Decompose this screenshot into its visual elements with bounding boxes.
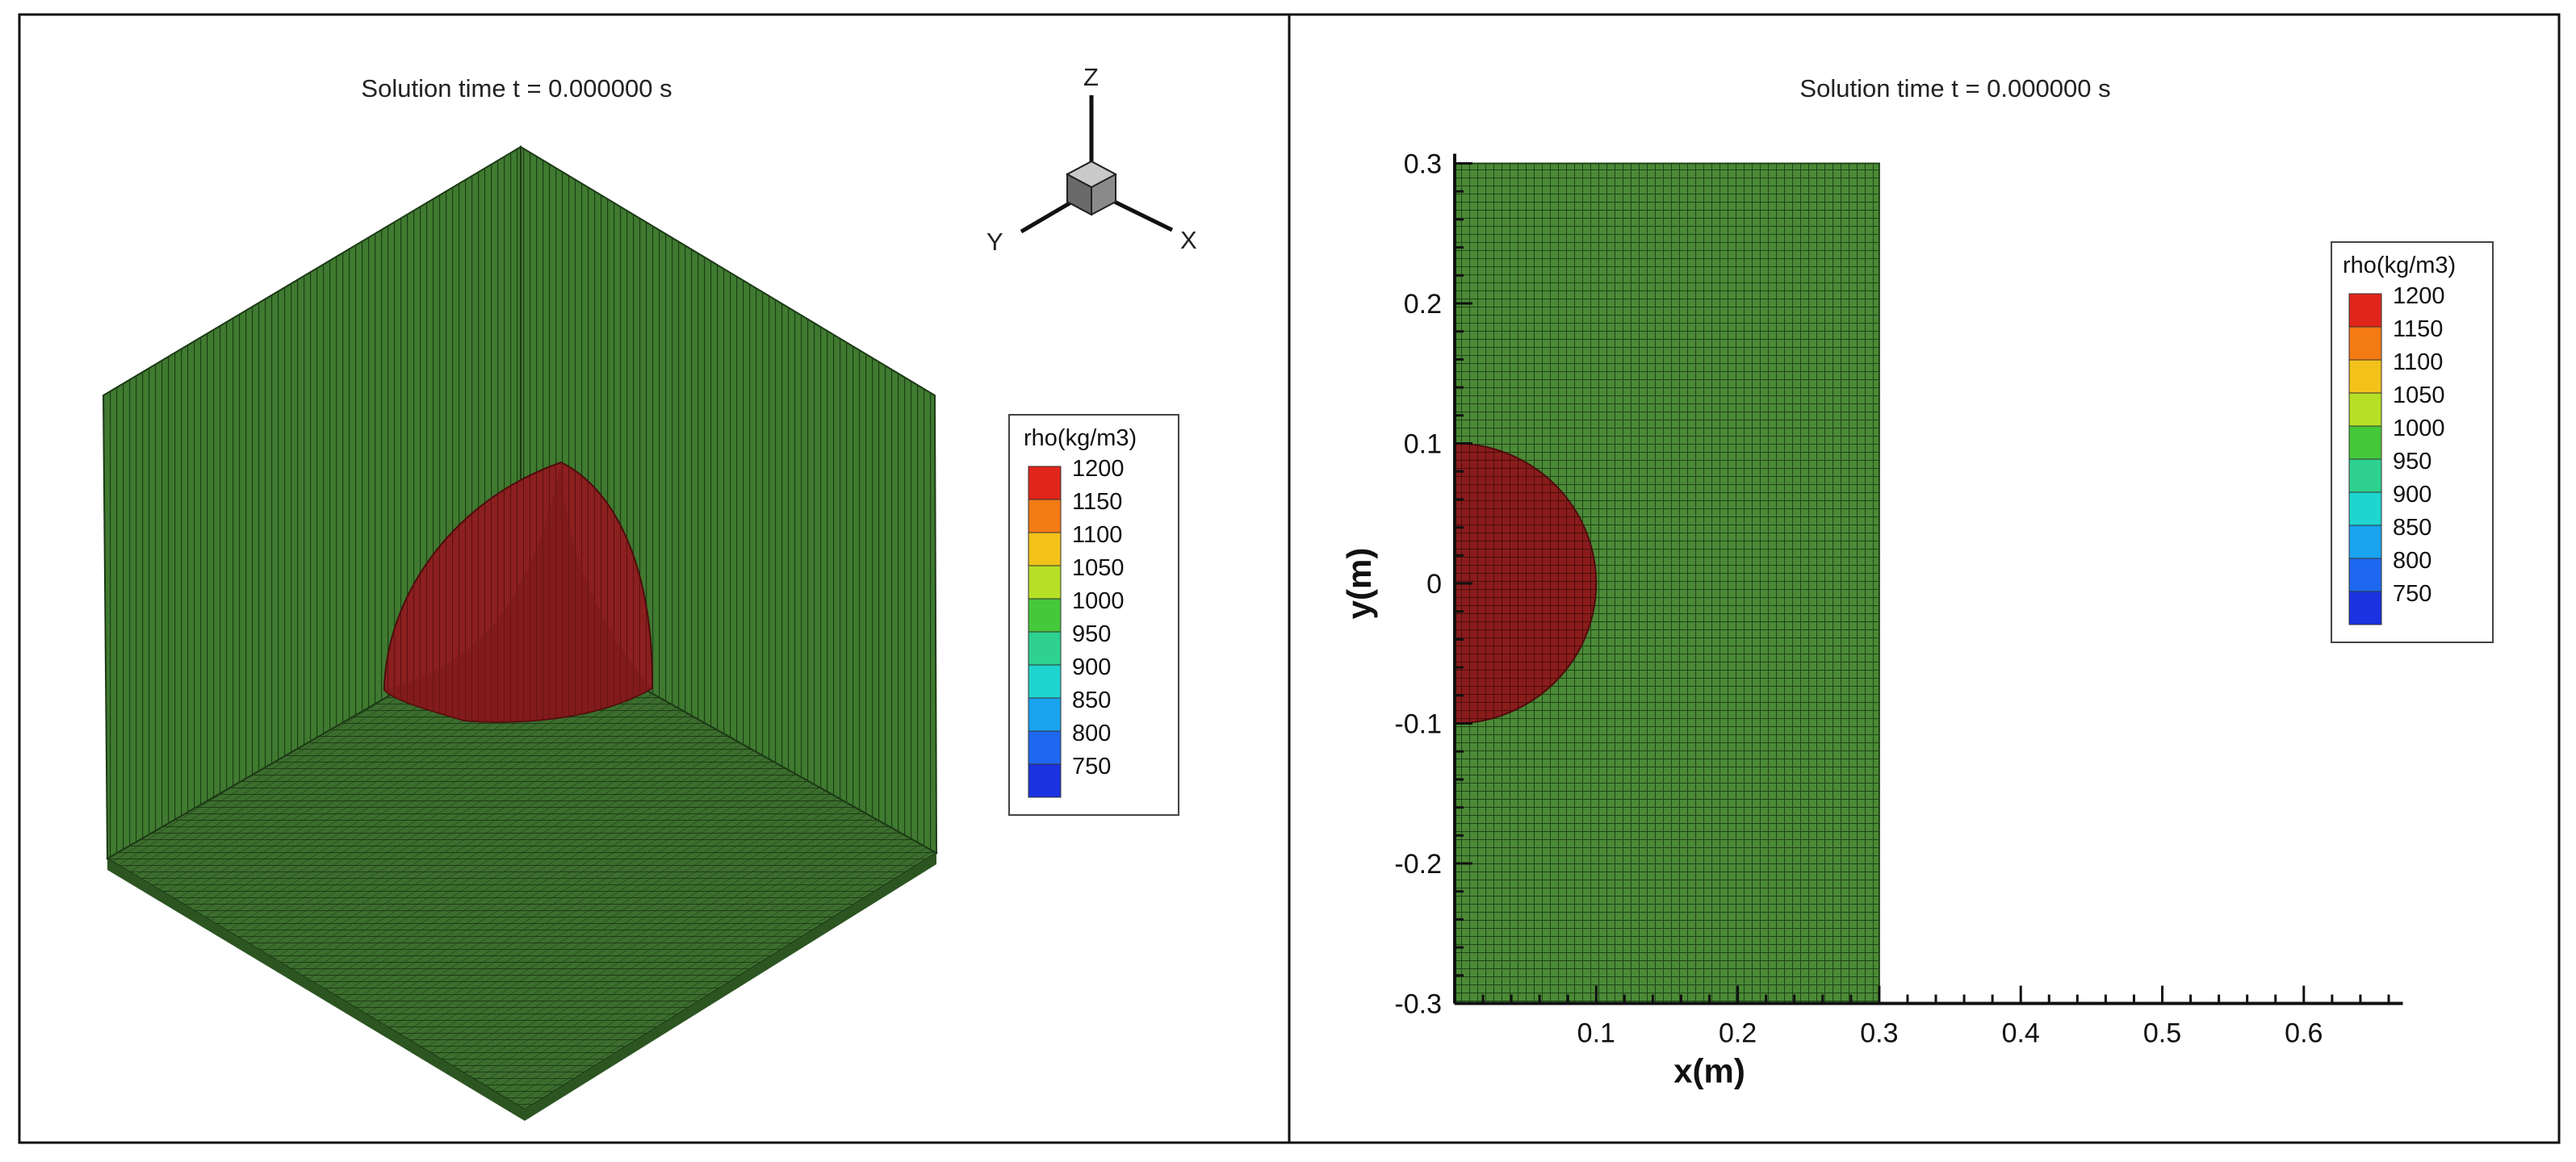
legend-right-swatch-900 [2348,491,2382,526]
legend-left-swatch-900 [1028,664,1062,699]
x-tick-label: 0.3 [1860,1018,1898,1049]
y-tick-label: 0 [1426,569,1442,600]
legend-right-swatch-950 [2348,458,2382,493]
legend-right-swatch-1100 [2348,359,2382,394]
x-tick-label: 0.6 [2285,1018,2323,1049]
y-tick-label: 0.2 [1404,289,1442,320]
legend-left-level-1150: 1150 [1072,489,1122,515]
legend-left-level-750: 750 [1072,754,1111,780]
x-tick-label: 0.5 [2143,1018,2181,1049]
legend-left-swatch-1150 [1028,499,1062,533]
legend-left-swatch-1050 [1028,565,1062,600]
legend-right-level-800: 800 [2393,548,2431,574]
legend-left-swatch-800 [1028,730,1062,765]
legend-right-title: rho(kg/m3) [2343,253,2456,278]
plot-area: 0.1 0.2 0.3 0.4 0.5 0.6 0.3 0.2 0.1 0 -0.1 -0.2 -0.3 [1394,149,2403,1049]
legend-left-swatch-1000 [1028,598,1062,633]
legend-right-level-900: 900 [2393,482,2431,508]
right-panel: Solution time t = 0.000000 s 0.1 0.2 0.3 0.… [1340,74,2494,1090]
y-tick-label: -0.3 [1394,989,1442,1020]
x-tick-label: 0.4 [2002,1018,2040,1049]
triad-x-label: X [1180,226,1197,254]
legend-right-swatch-1150 [2348,326,2382,361]
legend-left-swatch-850 [1028,697,1062,732]
legend-right-swatch-850 [2348,525,2382,559]
legend-left-swatch-750 [1028,763,1062,798]
domain-edge-left [107,859,525,1121]
legend-left-swatch-950 [1028,631,1062,666]
droplet-2d [1454,442,1598,725]
x-tick-label: 0.1 [1577,1018,1615,1049]
right-panel-title: Solution time t = 0.000000 s [1799,74,2110,102]
x-axis-title: x(m) [1673,1052,1745,1090]
legend-left: rho(kg/m3) 1200 1150 1100 1050 1000 950 900 850… [1008,414,1179,816]
legend-left-level-1000: 1000 [1072,588,1125,614]
droplet-3d-shade [384,462,652,722]
triad-y-label: Y [986,228,1003,256]
legend-right-level-750: 750 [2393,581,2431,607]
triad-z-label: Z [1083,63,1099,91]
legend-right-swatch-1200 [2348,293,2382,328]
legend-left-level-850: 850 [1072,688,1111,713]
legend-left-level-1200: 1200 [1072,456,1125,482]
legend-right-level-1000: 1000 [2393,416,2445,441]
legend-left-level-900: 900 [1072,654,1111,680]
legend-left-swatch-1100 [1028,532,1062,566]
legend-right-level-1100: 1100 [2393,349,2443,375]
domain-edge-right [525,853,936,1121]
legend-right-level-850: 850 [2393,515,2431,541]
legend-right-level-1200: 1200 [2393,283,2445,309]
y-tick-label: -0.2 [1394,849,1442,880]
x-tick-label: 0.2 [1719,1018,1757,1049]
y-axis-title: y(m) [1340,548,1378,620]
legend-right-level-1150: 1150 [2393,316,2443,342]
legend-right-swatch-1050 [2348,392,2382,427]
legend-right-swatch-750 [2348,591,2382,625]
legend-right-swatch-800 [2348,558,2382,592]
legend-left-level-1050: 1050 [1072,555,1125,581]
axis-triad: Z Y X [986,63,1197,256]
legend-right-level-1050: 1050 [2393,382,2445,408]
legend-right: rho(kg/m3) 1200 1150 1100 1050 1000 950 900 850… [2331,241,2494,643]
legend-left-title: rho(kg/m3) [1024,425,1137,451]
legend-right-swatch-1000 [2348,425,2382,460]
y-tick-label: 0.1 [1404,429,1442,460]
left-panel: Solution time t = 0.000000 s Z Y X rho [102,63,1197,1121]
y-tick-label: 0.3 [1404,149,1442,180]
legend-left-level-800: 800 [1072,721,1111,746]
left-panel-title: Solution time t = 0.000000 s [361,74,672,102]
legend-left-level-950: 950 [1072,621,1111,647]
legend-left-level-1100: 1100 [1072,522,1122,548]
legend-left-swatch-1200 [1028,466,1062,500]
triad-cube-side [1066,173,1092,216]
y-tick-label: -0.1 [1394,709,1442,740]
legend-right-level-950: 950 [2393,449,2431,474]
